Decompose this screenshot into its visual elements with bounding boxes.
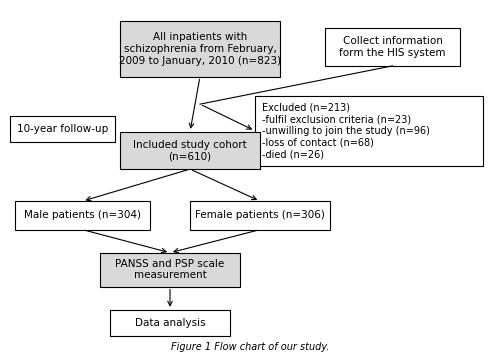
Text: PANSS and PSP scale
measurement: PANSS and PSP scale measurement [116,259,224,281]
FancyBboxPatch shape [100,253,240,287]
FancyBboxPatch shape [120,21,280,77]
Text: All inpatients with
schizophrenia from February,
2009 to January, 2010 (n=823): All inpatients with schizophrenia from F… [119,32,281,66]
Text: Female patients (n=306): Female patients (n=306) [195,210,325,220]
FancyBboxPatch shape [190,201,330,230]
FancyBboxPatch shape [10,116,115,142]
Text: Male patients (n=304): Male patients (n=304) [24,210,141,220]
FancyBboxPatch shape [15,201,150,230]
Text: Included study cohort
(n=610): Included study cohort (n=610) [133,140,247,161]
Text: Data analysis: Data analysis [134,318,206,328]
Text: Figure 1 Flow chart of our study.: Figure 1 Flow chart of our study. [171,342,329,352]
Text: 10-year follow-up: 10-year follow-up [17,124,108,134]
FancyBboxPatch shape [110,310,230,336]
FancyBboxPatch shape [325,28,460,66]
Text: Excluded (n=213)
-fulfil exclusion criteria (n=23)
-unwilling to join the study : Excluded (n=213) -fulfil exclusion crite… [262,103,430,159]
Text: Collect information
form the HIS system: Collect information form the HIS system [339,36,446,58]
FancyBboxPatch shape [255,96,482,166]
FancyBboxPatch shape [120,132,260,169]
